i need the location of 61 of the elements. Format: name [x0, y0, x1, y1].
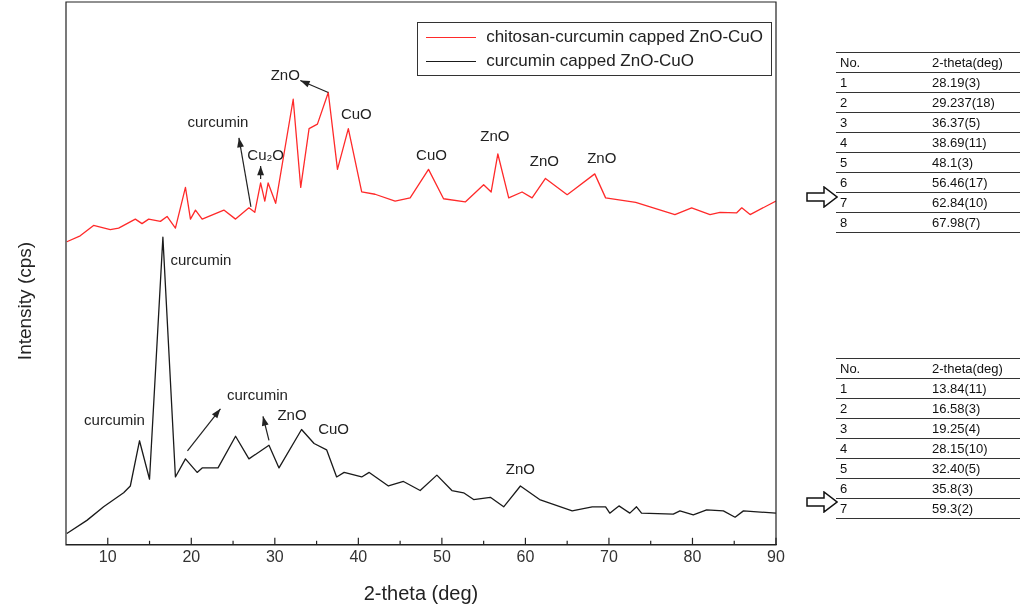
text: 16.58(3) [928, 398, 1020, 419]
text: No. [836, 358, 928, 379]
text: 6 [836, 172, 928, 193]
text: 6 [836, 478, 928, 499]
text: 56.46(17) [928, 172, 1020, 193]
text: 38.69(11) [928, 132, 1020, 153]
annotation: ZnO [480, 127, 510, 145]
text: 8 [836, 212, 928, 233]
text: 28.19(3) [928, 72, 1020, 93]
text: 3 [836, 112, 928, 133]
annotation: curcumin [84, 410, 145, 428]
text: 36.37(5) [928, 112, 1020, 133]
annotation: CuO [318, 419, 349, 437]
annotation: CuO [340, 104, 372, 122]
text: 2-theta(deg) [928, 52, 1020, 73]
legend-label: curcumin capped ZnO-CuO [486, 51, 695, 71]
text: 28.15(10) [928, 438, 1020, 459]
x-tick-label: 80 [683, 547, 702, 565]
annotation: ZnO [529, 151, 560, 169]
annotation: ZnO [270, 65, 300, 83]
annotation: curcumin [187, 112, 249, 130]
x-tick-label: 30 [265, 547, 284, 565]
text: 7 [836, 498, 928, 519]
x-tick-label: 60 [516, 547, 535, 565]
text: 2-theta(deg) [928, 358, 1020, 379]
annotation: curcumin [227, 386, 288, 403]
x-tick-label: 40 [349, 547, 368, 565]
x-tick-label: 70 [600, 547, 618, 565]
annotation: CuO [416, 145, 447, 163]
text: 2 [836, 92, 928, 113]
text: 35.8(3) [928, 478, 1020, 499]
x-tick-label: 10 [98, 547, 117, 565]
annotation: ZnO [587, 149, 617, 167]
text: 48.1(3) [928, 152, 1020, 173]
annotation: curcumin [170, 251, 232, 269]
text: 4 [836, 132, 928, 153]
x-tick-label: 50 [432, 547, 451, 565]
text: 32.40(5) [928, 458, 1020, 479]
text: 62.84(10) [928, 192, 1020, 213]
text: No. [836, 52, 928, 73]
text: 1 [836, 72, 928, 93]
x-tick-label: 20 [182, 547, 201, 565]
text: 5 [836, 458, 928, 479]
text: 67.98(7) [928, 212, 1020, 233]
x-tick-label: 90 [767, 547, 785, 565]
text: 4 [836, 438, 928, 459]
y-axis-title: Intensity (cps) [14, 240, 36, 363]
text: 59.3(2) [928, 498, 1020, 519]
legend-label: chitosan-curcumin capped ZnO-CuO [486, 27, 763, 47]
text: 13.84(11) [928, 378, 1020, 399]
text: 29.237(18) [928, 92, 1020, 113]
text: 3 [836, 418, 928, 439]
x-axis-title: 2-theta (deg) [363, 581, 479, 604]
annotation: Cu₂O [247, 146, 284, 164]
text: 5 [836, 152, 928, 173]
annotation: ZnO [277, 406, 307, 424]
text: 2 [836, 398, 928, 419]
text: 19.25(4) [928, 418, 1020, 439]
annotation: ZnO [505, 460, 535, 478]
text: 1 [836, 378, 928, 399]
text: 7 [836, 192, 928, 213]
